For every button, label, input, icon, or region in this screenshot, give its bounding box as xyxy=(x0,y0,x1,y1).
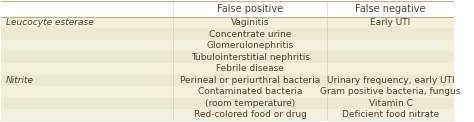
Bar xyxy=(1,40,454,51)
Text: Red-colored food or drug: Red-colored food or drug xyxy=(194,110,307,119)
Bar xyxy=(1,109,454,121)
Bar xyxy=(1,1,454,17)
Text: Leucocyte esterase: Leucocyte esterase xyxy=(6,18,94,27)
Text: False positive: False positive xyxy=(217,4,283,14)
Text: Gram positive bacteria, fungus: Gram positive bacteria, fungus xyxy=(320,87,461,96)
Text: Deficient food nitrate: Deficient food nitrate xyxy=(342,110,439,119)
Bar xyxy=(1,17,454,28)
Text: Concentrate urine: Concentrate urine xyxy=(209,30,292,39)
Bar xyxy=(1,75,454,86)
Bar xyxy=(1,63,454,75)
Bar xyxy=(1,28,454,40)
Bar xyxy=(1,51,454,63)
Bar xyxy=(1,86,454,98)
Text: Perineal or periurthral bacteria: Perineal or periurthral bacteria xyxy=(180,76,320,85)
Text: Urinary frequency, early UTI: Urinary frequency, early UTI xyxy=(327,76,454,85)
Bar xyxy=(1,98,454,109)
Text: Contaminated bacteria: Contaminated bacteria xyxy=(198,87,302,96)
Text: Vitamin C: Vitamin C xyxy=(369,99,412,108)
Text: Early UTI: Early UTI xyxy=(370,18,410,27)
Text: Febrile disease: Febrile disease xyxy=(216,64,284,73)
Text: Glomerulonephritis: Glomerulonephritis xyxy=(207,41,294,50)
Text: Tubulointerstitial nephritis: Tubulointerstitial nephritis xyxy=(191,53,310,62)
Text: (room temperature): (room temperature) xyxy=(205,99,295,108)
Text: False negative: False negative xyxy=(355,4,426,14)
Text: Nitrite: Nitrite xyxy=(6,76,34,85)
Text: Vaginitis: Vaginitis xyxy=(231,18,270,27)
